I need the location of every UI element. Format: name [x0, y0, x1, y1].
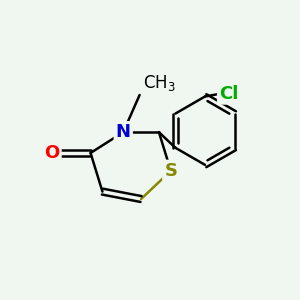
Text: N: N [116, 123, 131, 141]
Text: Cl: Cl [219, 85, 239, 103]
Text: O: O [44, 144, 59, 162]
Text: CH$_3$: CH$_3$ [142, 73, 175, 93]
Text: S: S [164, 162, 177, 180]
